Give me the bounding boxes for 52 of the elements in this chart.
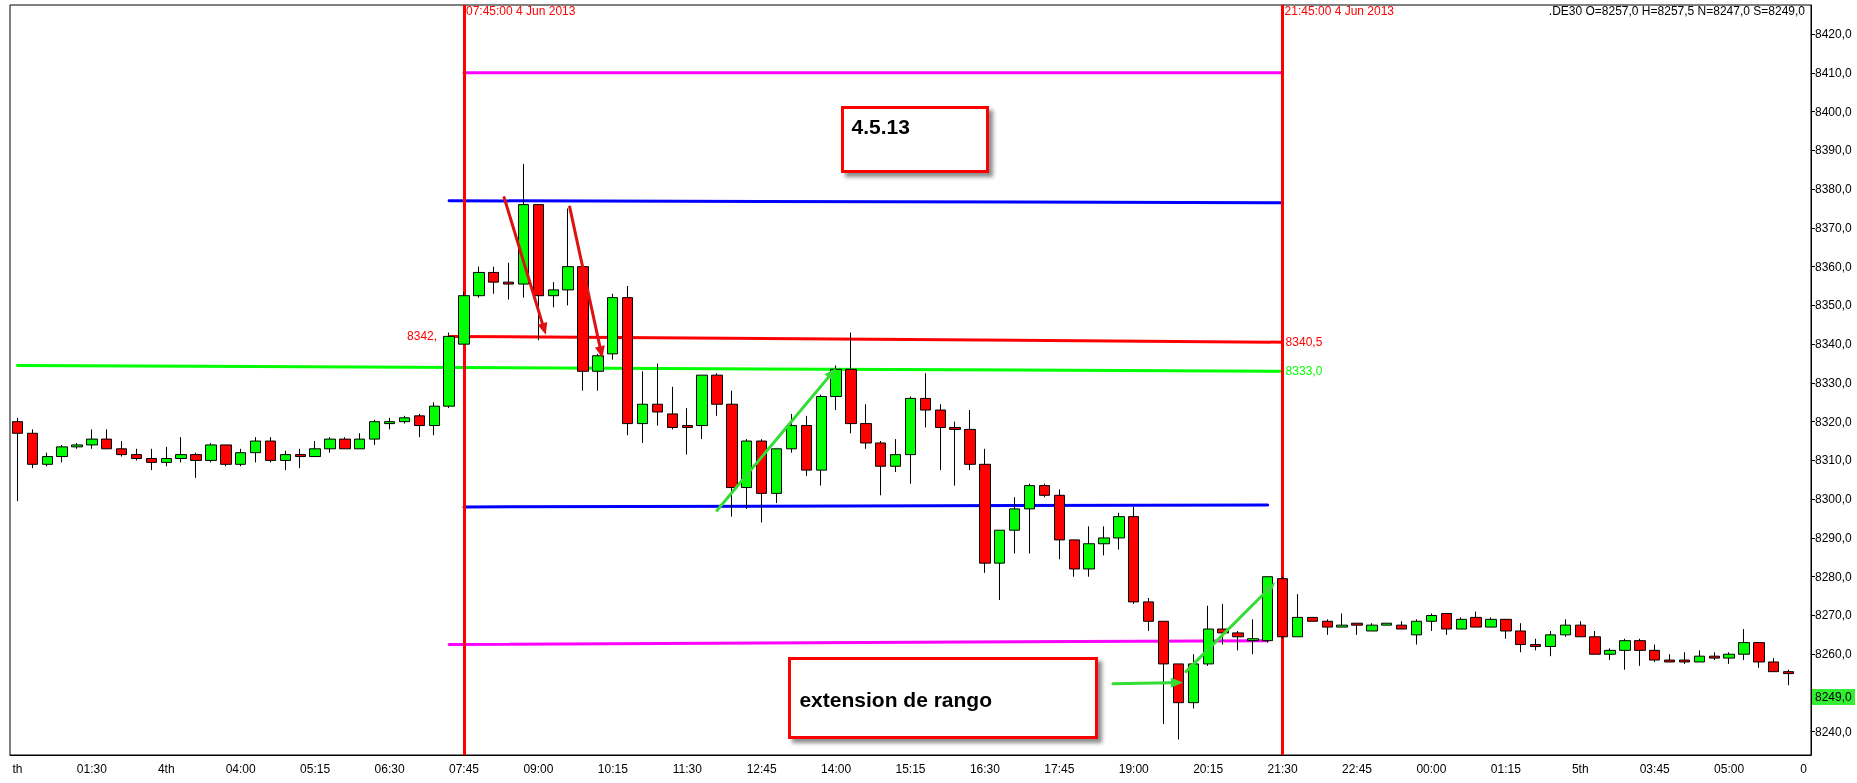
annotation: 4.5.13 [840,105,990,173]
y-tick-label: 8300,0 [1815,492,1853,507]
annotation: extension de rango [788,656,1099,739]
x-tick-label: 09:00 [523,762,554,776]
y-tick-label: 8260,0 [1815,647,1853,662]
y-tick-label: 8390,0 [1815,143,1853,158]
y-tick-label: 8370,0 [1815,220,1853,235]
y-tick-label: 8380,0 [1815,182,1853,197]
x-tick-label: 11:30 [672,762,703,776]
y-tick-label: 8290,0 [1815,530,1853,545]
x-tick-label: 4th [157,762,175,776]
y-tick-label: 8330,0 [1815,375,1853,390]
x-tick-label: 01:30 [76,762,108,776]
y-tick-label: 8280,0 [1815,569,1853,584]
y-tick-label: 8420,0 [1815,27,1853,42]
x-tick-label: 05:15 [300,762,331,776]
x-tick-label: 19:00 [1118,762,1150,776]
y-tick-label: 8320,0 [1815,414,1853,429]
x-tick-label: th [12,762,23,776]
x-tick-label: 16:30 [969,762,1001,776]
data-label: 8340,5 [1285,335,1323,350]
y-tick-label: 8400,0 [1815,104,1853,119]
x-tick-label: 5th [1571,762,1589,776]
y-tick-label: 8350,0 [1815,298,1853,313]
y-tick-label: 8310,0 [1815,453,1853,468]
x-tick-label: 00:00 [1416,762,1447,776]
x-tick-label: 0 [1800,762,1808,776]
x-tick-label: 14:00 [821,762,852,776]
x-tick-label: 15:15 [895,762,926,776]
x-tick-label: 04:00 [225,762,257,776]
x-tick-label: 06:30 [374,762,405,776]
x-tick-label: 22:45 [1342,762,1373,776]
data-label: 8342, [407,329,438,344]
x-tick-label: 10:15 [597,762,629,776]
ref-line-label: 21:45:00 4 Jun 2013 [1284,4,1395,18]
x-tick-label: 07:45 [448,762,480,776]
y-tick-label: 8360,0 [1815,259,1853,274]
x-tick-label: 21:30 [1267,762,1298,776]
x-tick-label: 05:00 [1714,762,1745,776]
annotation: 8249,0 [1812,688,1855,705]
x-tick-label: 01:15 [1490,762,1522,776]
x-tick-label: 17:45 [1044,762,1075,776]
y-tick-label: 8240,0 [1815,724,1853,739]
x-tick-label: 12:45 [746,762,777,776]
data-label: 8333,0 [1285,364,1323,379]
y-tick-label: 8270,0 [1815,608,1853,623]
x-tick-label: 20:15 [1193,762,1224,776]
x-tick-label: 03:45 [1639,762,1671,776]
y-tick-label: 8340,0 [1815,337,1853,352]
chart-subtitle: .DE30 O=8257,0 H=8257,5 N=8247,0 S=8249,0 [1548,4,1805,18]
y-tick-label: 8410,0 [1815,65,1853,80]
ref-line-label: 07:45:00 4 Jun 2013 [465,4,576,18]
